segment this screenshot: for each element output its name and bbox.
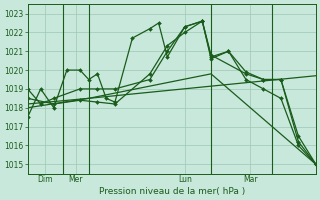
X-axis label: Pression niveau de la mer( hPa ): Pression niveau de la mer( hPa ) <box>99 187 245 196</box>
